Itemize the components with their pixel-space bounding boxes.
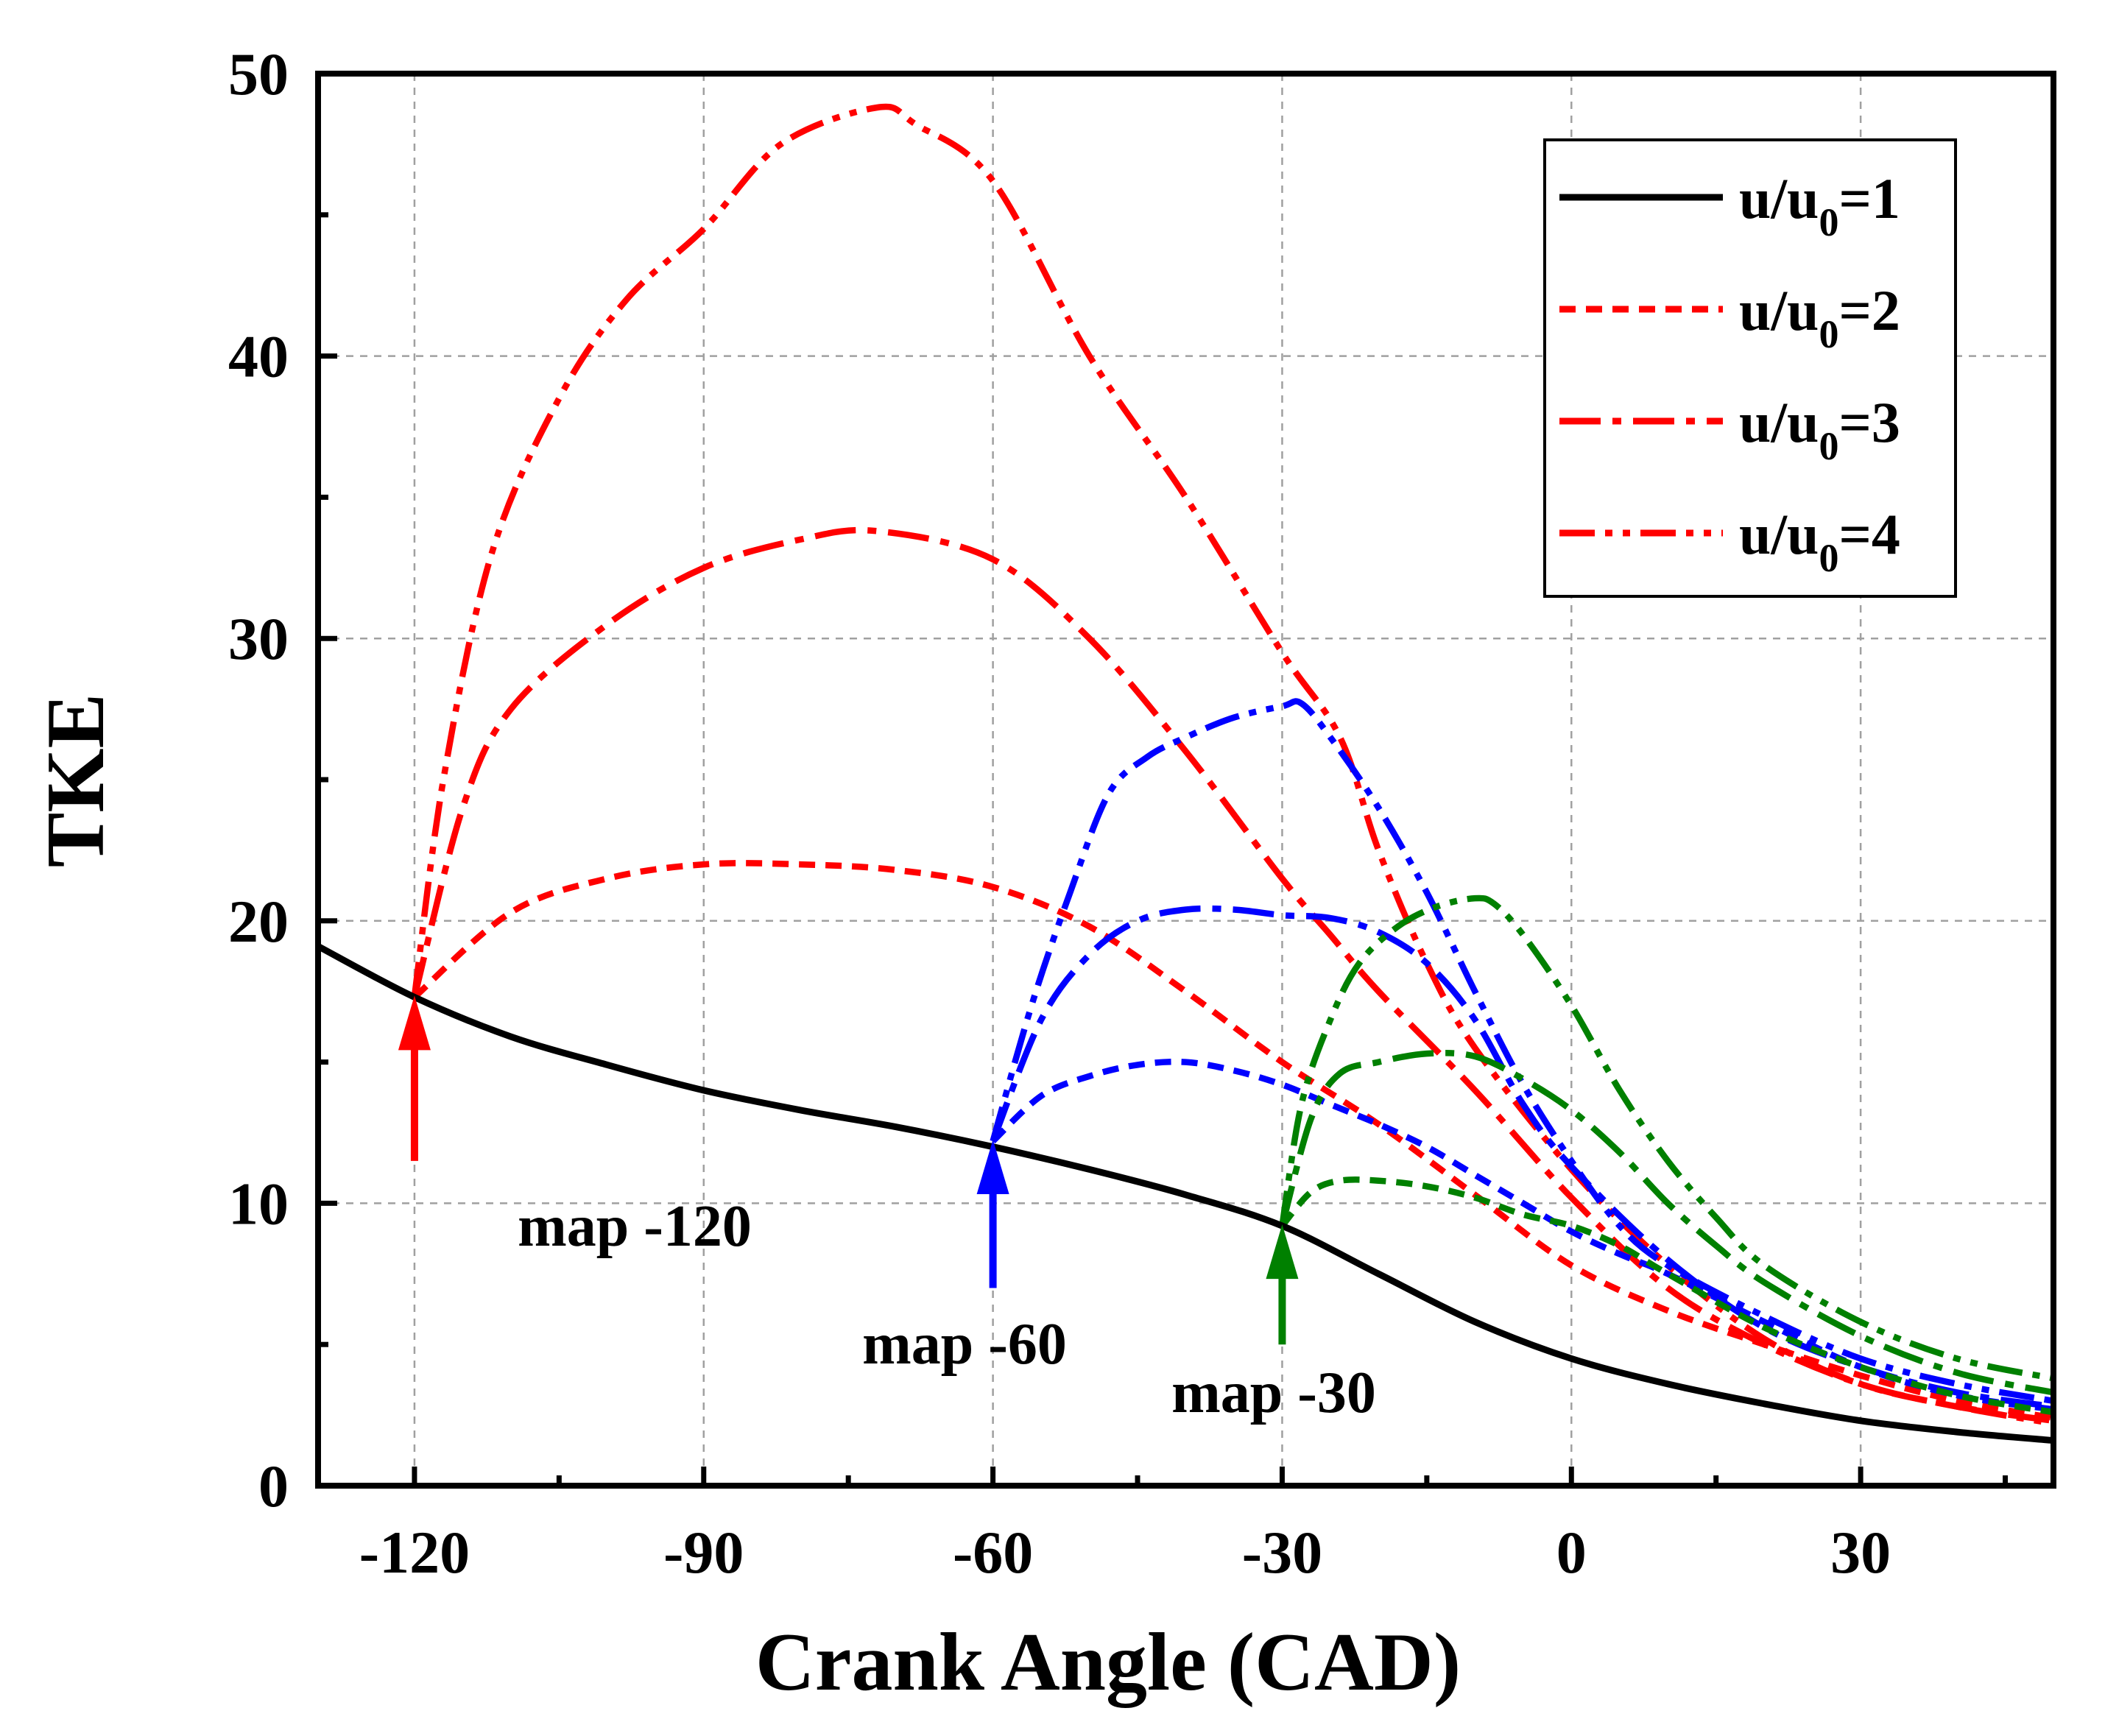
- y-tick-label: 30: [228, 605, 289, 672]
- legend-item: u/u0=1: [1559, 166, 1900, 244]
- y-axis-title: TKE: [30, 694, 121, 868]
- x-tick-label: 0: [1556, 1519, 1587, 1586]
- x-tick-label: -30: [1242, 1519, 1322, 1586]
- series-line-u-u0-3-map-30: [1279, 1049, 2053, 1396]
- legend-label-subscript: 0: [1819, 536, 1838, 580]
- annotation-mapminus120: map -120: [398, 995, 752, 1259]
- legend-label-subscript: 0: [1819, 312, 1838, 356]
- legend-label-suffix: =4: [1838, 502, 1900, 566]
- x-tick-label: -90: [663, 1519, 744, 1586]
- series-line-u-u0-1: [318, 943, 2053, 1444]
- annotation-arrow-head: [976, 1140, 1009, 1195]
- legend-label: u/u0=4: [1739, 502, 1900, 580]
- legend: u/u0=1u/u0=2u/u0=3u/u0=4: [1543, 138, 1957, 598]
- legend-box: [1543, 138, 1957, 598]
- legend-label-main: u/u: [1739, 278, 1819, 342]
- x-tick-label: -120: [359, 1519, 470, 1586]
- legend-item: u/u0=2: [1559, 278, 1900, 356]
- annotation-mapminus60: map -60: [862, 1140, 1067, 1377]
- legend-label-main: u/u: [1739, 502, 1819, 566]
- x-tick-label: 30: [1830, 1519, 1891, 1586]
- series-line-u-u0-4-map-120: [411, 103, 2053, 1427]
- series-line-u-u0-3-map-120: [411, 526, 2053, 1425]
- y-tick-label: 40: [228, 323, 289, 390]
- annotation-label: map -120: [518, 1194, 752, 1259]
- legend-item: u/u0=3: [1559, 390, 1900, 468]
- y-tick-label: 0: [258, 1453, 289, 1520]
- axis-ticks: -120 -90 -60 -30 0 30 0 10 20 30 40 50: [228, 40, 2009, 1586]
- x-tick-label: -60: [953, 1519, 1033, 1586]
- legend-label-main: u/u: [1739, 166, 1819, 230]
- legend-label-suffix: =2: [1838, 278, 1900, 342]
- legend-label-main: u/u: [1739, 390, 1819, 454]
- y-tick-label: 10: [228, 1170, 289, 1237]
- legend-label: u/u0=2: [1739, 278, 1900, 356]
- annotation-arrow-head: [398, 995, 431, 1051]
- y-tick-label: 20: [228, 888, 289, 955]
- legend-label-suffix: =3: [1838, 390, 1900, 454]
- legend-label: u/u0=1: [1739, 166, 1900, 244]
- annotation-label: map -60: [862, 1312, 1067, 1377]
- annotation-mapminus30: map -30: [1171, 1224, 1376, 1425]
- legend-label-subscript: 0: [1819, 200, 1838, 244]
- legend-label-subscript: 0: [1819, 424, 1838, 468]
- series-group: [318, 103, 2053, 1444]
- series-line-u-u0-4-map-30: [1279, 895, 2053, 1382]
- series-line-u-u0-4-map-60: [990, 698, 2053, 1405]
- series-line-u-u0-2-map-30: [1280, 1176, 2053, 1416]
- annotation-label: map -30: [1171, 1361, 1376, 1425]
- legend-item: u/u0=4: [1559, 502, 1900, 580]
- x-axis-title: Crank Angle (CAD): [755, 1617, 1461, 1708]
- annotation-arrow-head: [1266, 1224, 1299, 1280]
- y-tick-label: 50: [228, 40, 289, 107]
- legend-label: u/u0=3: [1739, 390, 1900, 468]
- legend-label-suffix: =1: [1838, 166, 1900, 230]
- annotations: map -120 map -60 map -30: [398, 995, 1376, 1425]
